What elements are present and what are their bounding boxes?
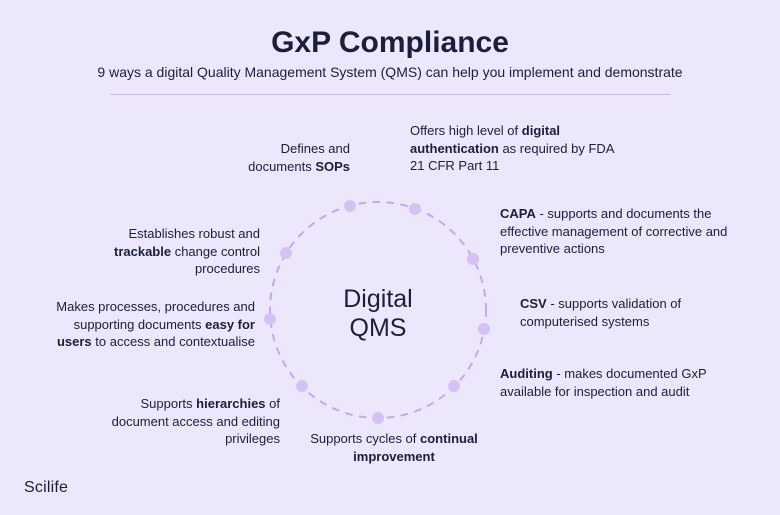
label-auditing: Auditing - makes documented GxP availabl…: [500, 365, 750, 400]
brand-logo: Scilife: [24, 479, 68, 497]
center-label: Digital QMS: [332, 285, 424, 343]
center-line2: QMS: [332, 314, 424, 343]
node-auth: [409, 203, 421, 215]
label-continual: Supports cycles of continual improvement: [304, 430, 484, 465]
infographic-canvas: GxP Compliance 9 ways a digital Quality …: [0, 0, 780, 515]
page-title: GxP Compliance: [0, 26, 780, 60]
page-subtitle: 9 ways a digital Quality Management Syst…: [0, 64, 780, 80]
label-auth: Offers high level of digital authenticat…: [410, 122, 630, 175]
divider: [110, 94, 670, 95]
label-easy: Makes processes, procedures and supporti…: [40, 298, 255, 351]
label-sops: Defines and documents SOPs: [220, 140, 350, 175]
label-capa: CAPA - supports and documents the effect…: [500, 205, 750, 258]
center-line1: Digital: [332, 285, 424, 314]
label-csv: CSV - supports validation of computerise…: [520, 295, 730, 330]
label-trackable: Establishes robust and trackable change …: [95, 225, 260, 278]
node-hierarchies: [296, 380, 308, 392]
label-hierarchies: Supports hierarchies of document access …: [110, 395, 280, 448]
node-sops: [344, 200, 356, 212]
node-continual: [372, 412, 384, 424]
